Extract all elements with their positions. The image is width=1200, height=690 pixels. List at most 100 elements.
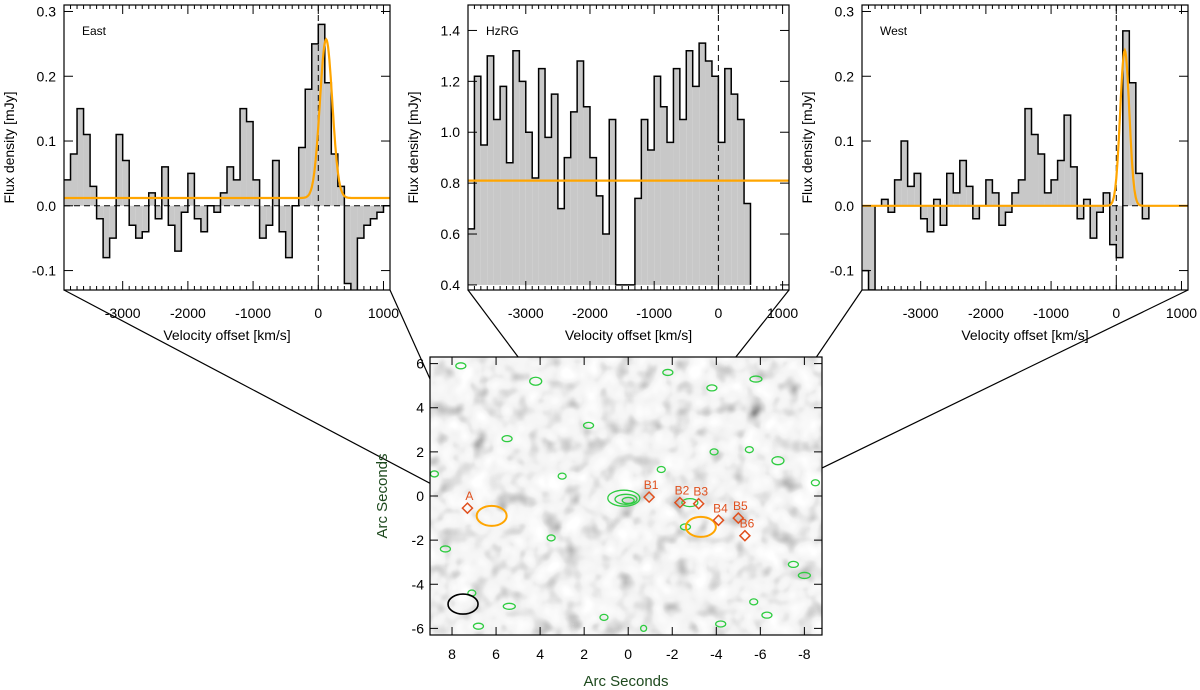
histogram-bar — [1083, 199, 1091, 206]
x-tick-label: -2000 — [968, 305, 1004, 321]
contour — [621, 496, 635, 505]
x-axis-title: Velocity offset [km/s] — [961, 327, 1088, 343]
x-tick-label: -1000 — [1033, 305, 1069, 321]
map-y-tick-label: 0 — [416, 488, 424, 504]
contour — [656, 465, 666, 474]
fit-curve — [64, 37, 390, 200]
source-label: A — [465, 489, 473, 503]
histogram-bar — [686, 50, 693, 285]
map-y-tick-label: 6 — [416, 356, 424, 372]
histogram-bar — [862, 205, 869, 271]
source-marker — [643, 491, 656, 504]
map-x-axis-title: Arc Seconds — [583, 673, 668, 690]
aperture-west — [684, 515, 717, 538]
histogram-bar — [350, 205, 358, 290]
x-tick-label: -3000 — [508, 305, 544, 321]
histogram-bar — [634, 198, 642, 285]
x-tick-label: -3000 — [105, 305, 141, 321]
source-marker — [692, 497, 705, 510]
histogram-bar — [1077, 205, 1084, 219]
histogram-bar — [1109, 205, 1117, 245]
histogram-bar — [311, 43, 319, 206]
histogram-bar — [737, 119, 745, 285]
map-x-tick-label: 6 — [492, 646, 500, 662]
source-label: B3 — [693, 485, 708, 499]
map-x-tick-label: 8 — [448, 646, 456, 662]
histogram-bar — [181, 205, 188, 213]
map-y-tick-label: -2 — [412, 532, 425, 548]
contour — [761, 611, 773, 619]
map-x-tick-label: 4 — [536, 646, 544, 662]
x-tick-label: 1000 — [767, 305, 798, 321]
histogram-bar — [985, 179, 993, 206]
contour — [557, 472, 567, 480]
y-axis-title: Flux density [mJy] — [799, 91, 815, 203]
histogram-bar — [1005, 205, 1012, 213]
x-tick-label: -1000 — [636, 305, 672, 321]
histogram-bar — [731, 94, 738, 285]
y-tick-label: -0.1 — [830, 263, 854, 279]
histogram-bar — [589, 157, 597, 285]
histogram-bar — [927, 205, 934, 232]
contour — [529, 376, 543, 386]
histogram-bar — [240, 108, 247, 206]
histogram-bar — [699, 43, 706, 285]
contour — [639, 624, 648, 633]
histogram-bar — [901, 141, 908, 206]
contour — [771, 456, 785, 466]
histogram-bar — [220, 192, 227, 206]
histogram-bar — [966, 186, 973, 206]
histogram-bar — [1051, 179, 1058, 206]
histogram-bar — [370, 205, 377, 219]
contour — [706, 384, 718, 392]
histogram-bar — [279, 205, 286, 232]
histogram-bar — [724, 68, 732, 285]
histogram-bar — [888, 205, 895, 213]
source-label: B4 — [713, 501, 728, 515]
histogram-bar — [673, 68, 680, 285]
source-label: B5 — [733, 499, 748, 513]
aperture-east — [475, 504, 508, 527]
contour — [472, 622, 485, 630]
histogram-bar — [142, 205, 149, 232]
x-tick-label: -1000 — [235, 305, 271, 321]
y-tick-label: -0.1 — [32, 263, 56, 279]
histogram-bar — [337, 186, 345, 206]
histogram-bar — [168, 205, 175, 226]
histogram-outline — [862, 30, 1188, 290]
histogram-bar — [532, 178, 539, 285]
x-tick-label: -2000 — [572, 305, 608, 321]
histogram-bar — [357, 205, 364, 239]
histogram-bar — [200, 205, 208, 232]
histogram-bar — [679, 119, 687, 285]
histogram-bar — [1018, 179, 1025, 206]
map-x-tick-label: -6 — [754, 646, 767, 662]
histogram-bar — [1135, 173, 1143, 206]
map-x-tick-label: 0 — [624, 646, 632, 662]
histogram-bar — [298, 147, 306, 206]
y-tick-label: 0.1 — [37, 133, 57, 149]
y-tick-label: 0.6 — [441, 226, 461, 242]
x-tick-label: 1000 — [1166, 305, 1197, 321]
y-tick-label: 1.4 — [441, 22, 461, 38]
histogram-bar — [570, 111, 578, 285]
panel-label: East — [82, 24, 107, 38]
source-label: B2 — [675, 484, 690, 498]
spectrum-panel-east: -3000 -2000 -1000 0 1000 -0.1 0.0 0.1 0.2 0.3 Velo… — [1, 3, 399, 343]
histogram-bar — [1057, 160, 1065, 206]
histogram-bar — [161, 166, 169, 206]
y-tick-label: 0.3 — [835, 3, 855, 19]
contour — [439, 545, 452, 553]
contour — [681, 497, 699, 508]
y-tick-label: 0.2 — [37, 68, 57, 84]
histogram-bar — [992, 192, 999, 206]
histogram-bar — [64, 179, 71, 206]
histogram-bar — [933, 199, 941, 206]
histogram-bar — [1031, 134, 1039, 206]
histogram-bar — [946, 173, 954, 206]
histogram-bar — [1129, 82, 1136, 206]
histogram-bar — [667, 142, 674, 285]
histogram-bar — [705, 60, 712, 285]
histogram-bar — [868, 205, 876, 290]
histogram-bar — [83, 134, 91, 206]
